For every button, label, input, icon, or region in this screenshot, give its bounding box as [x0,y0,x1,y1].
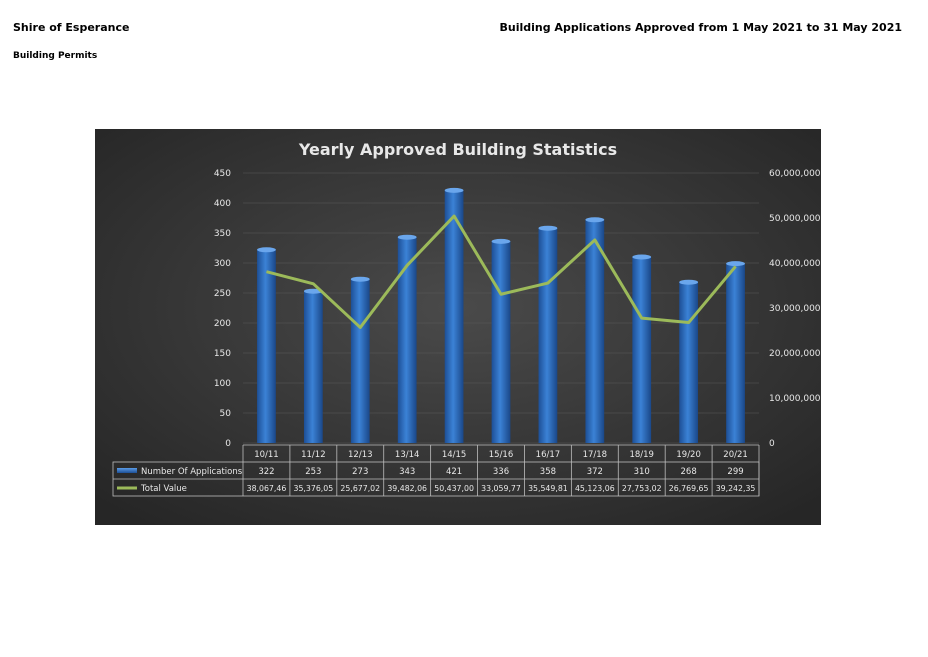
category-label: 11/12 [301,450,326,460]
table-cell: 35,376,05 [294,484,334,493]
bar-cap [397,234,417,240]
bar [679,282,699,443]
left-tick-label: 200 [214,319,231,329]
bar [257,249,276,443]
table-row-label: Total Value [140,484,187,494]
bar-cap [350,276,370,282]
bar [585,219,605,443]
right-axis-ticks: 0 10,000,000 20,000,000 30,000,000 40,000,00… [769,169,821,449]
right-tick-label: 50,000,000 [769,214,821,224]
category-label: 14/15 [442,450,467,460]
table-cell: 299 [727,467,743,477]
category-label: 10/11 [254,450,278,460]
category-label: 20/21 [723,450,748,460]
right-tick-label: 0 [769,439,775,449]
table-cell: 310 [634,467,650,477]
table-cell: 38,067,46 [247,484,287,493]
bar-cap [726,261,745,267]
bar-cap [444,187,464,193]
table-cell: 273 [352,467,368,477]
bar-cap [585,217,605,223]
left-tick-label: 250 [214,289,231,299]
left-tick-label: 100 [214,379,231,389]
category-label: 18/19 [629,450,654,460]
chart-panel: Yearly Approved Building Statistics 0 50 1… [91,125,826,531]
table-cell: 253 [305,467,321,477]
table-cell: 421 [446,467,462,477]
bar [491,241,511,443]
bar [303,291,323,443]
bar [632,257,652,443]
left-tick-label: 50 [220,409,232,419]
table-cell: 45,123,06 [575,484,615,493]
category-label: 19/20 [676,450,701,460]
category-label: 12/13 [348,450,373,460]
left-tick-label: 0 [225,439,231,449]
left-tick-label: 450 [214,169,231,179]
table-cell: 25,677,02 [340,484,380,493]
left-tick-label: 400 [214,199,231,209]
left-tick-label: 300 [214,259,231,269]
bar-cap [632,254,652,260]
right-tick-label: 30,000,000 [769,304,821,314]
category-label: 16/17 [536,450,561,460]
table-cell: 372 [587,467,603,477]
bar [444,190,464,443]
data-table: 10/11 11/12 12/13 13/14 14/15 15/16 16/17 17/18… [112,444,760,497]
line-series [266,214,737,329]
report-title: Building Applications Approved from 1 Ma… [499,21,903,34]
table-cell: 27,753,02 [622,484,662,493]
right-tick-label: 20,000,000 [769,349,821,359]
left-axis-ticks: 0 50 100 150 200 250 300 350 400 450 [214,169,231,449]
table-row-label: Number Of Applications [141,467,243,477]
bar [726,263,745,443]
bar-cap [679,279,699,285]
chart-svg: Yearly Approved Building Statistics 0 50 1… [95,129,821,525]
left-tick-label: 350 [214,229,231,239]
table-cell: 50,437,00 [434,484,474,493]
left-tick-label: 150 [214,349,231,359]
bar-cap [538,225,558,231]
table-cell: 343 [399,467,415,477]
bar [397,237,417,443]
table-cell: 358 [540,467,556,477]
bar-cap [491,238,511,244]
organisation-name: Shire of Esperance [13,21,130,34]
right-tick-label: 10,000,000 [769,394,821,404]
table-cell: 268 [681,467,697,477]
legend-bar-key [117,468,137,473]
bar [538,228,558,443]
right-tick-label: 40,000,000 [769,259,821,269]
table-cell: 39,482,06 [387,484,427,493]
table-cell: 33,059,77 [481,484,521,493]
table-cell: 322 [258,467,274,477]
category-label: 13/14 [395,450,420,460]
department-name: Building Permits [13,51,98,61]
category-label: 17/18 [583,450,608,460]
right-tick-label: 60,000,000 [769,169,821,179]
table-cell: 336 [493,467,509,477]
bar-cap [257,247,276,253]
table-cell: 39,242,35 [716,484,756,493]
table-cell: 35,549,81 [528,484,568,493]
category-label: 15/16 [489,450,514,460]
chart-title: Yearly Approved Building Statistics [298,140,617,159]
bar [350,279,370,443]
table-cell: 26,769,65 [669,484,709,493]
